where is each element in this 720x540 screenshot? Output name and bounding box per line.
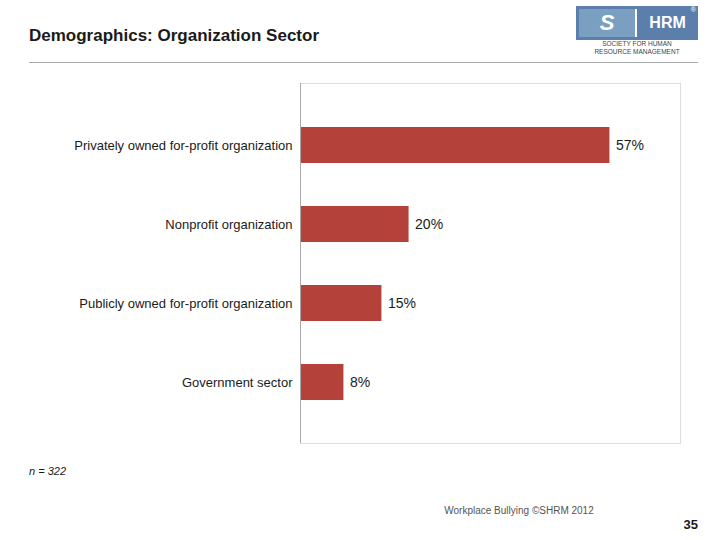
svg-text:Nonprofit organization: Nonprofit organization [165,217,292,232]
html-text:Demographics: Organization Sec: Demographics: Organization Sector [29,26,319,45]
html-text:35: 35 [683,517,698,532]
svg-text:Publicly owned for-profit orga: Publicly owned for-profit organization [79,296,292,311]
svg-text:20%: 20% [415,216,443,232]
html-text:S: S [599,10,615,35]
html-text:SOCIETY FOR HUMAN: SOCIETY FOR HUMAN [602,40,672,47]
html-text:Workplace Bullying ©SHRM 2012: Workplace Bullying ©SHRM 2012 [444,505,594,516]
svg-text:15%: 15% [388,295,416,311]
svg-text:Privately owned for-profit org: Privately owned for-profit organization [74,138,292,153]
svg-text:Government sector: Government sector [182,375,293,390]
html-text:RESOURCE MANAGEMENT: RESOURCE MANAGEMENT [594,48,680,55]
html-text:HRM: HRM [649,14,686,31]
html-text:n = 322: n = 322 [29,465,66,477]
svg-text:8%: 8% [350,374,370,390]
svg-text:57%: 57% [616,137,644,153]
